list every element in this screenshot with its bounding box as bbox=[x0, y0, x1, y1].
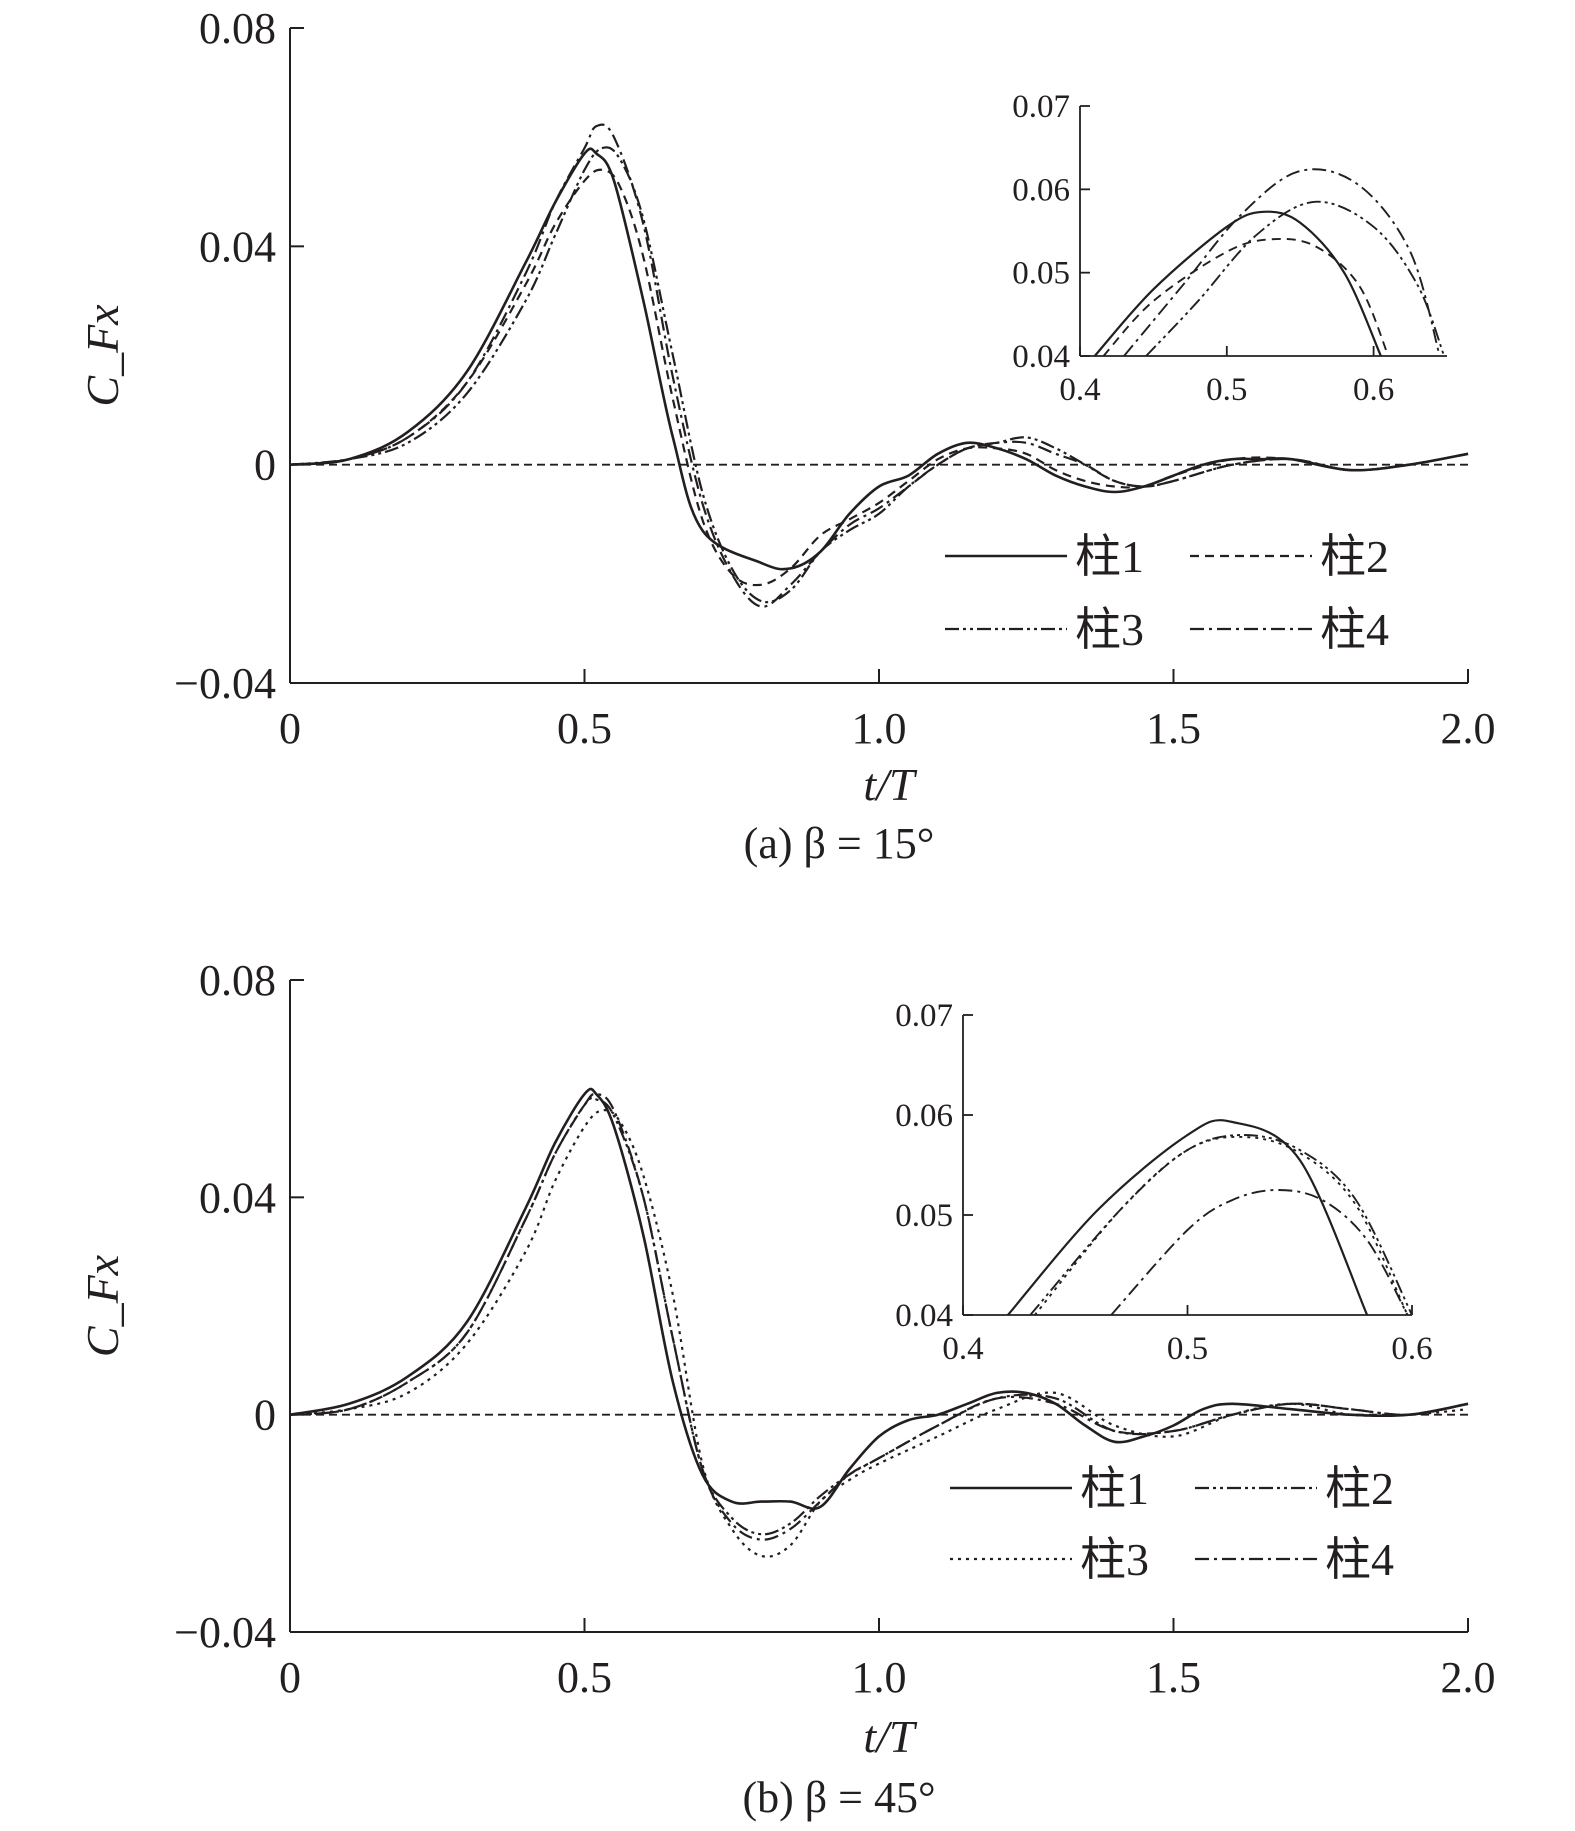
panel-caption: (b) β = 45° bbox=[742, 1773, 935, 1822]
x-tick-label: 1.0 bbox=[852, 1653, 907, 1702]
x-axis-label: t/T bbox=[863, 1711, 918, 1762]
legend-label: 柱3 bbox=[1080, 1534, 1149, 1585]
y-tick-label: 0 bbox=[254, 1391, 276, 1440]
y-tick-label: −0.04 bbox=[174, 659, 276, 708]
series-line-3 bbox=[289, 146, 1469, 604]
x-tick-label: 1.5 bbox=[1146, 704, 1201, 753]
series-group bbox=[289, 123, 1469, 608]
inset-x-tick-label: 0.5 bbox=[1167, 1331, 1208, 1367]
inset-x-tick-label: 0.5 bbox=[1206, 372, 1247, 408]
series-group bbox=[289, 1087, 1469, 1558]
x-tick-label: 0.5 bbox=[557, 1653, 612, 1702]
series-line-4 bbox=[289, 123, 1469, 608]
legend-label: 柱2 bbox=[1320, 531, 1389, 582]
x-axis-label: t/T bbox=[863, 759, 918, 810]
series-line-3 bbox=[289, 1109, 1469, 1558]
inset-x-tick-label: 0.6 bbox=[1391, 1331, 1432, 1367]
inset-y-tick-label: 0.06 bbox=[895, 1098, 953, 1134]
legend-label: 柱3 bbox=[1075, 604, 1144, 655]
y-tick-label: 0 bbox=[254, 441, 276, 490]
y-axis-label: C_Fx bbox=[77, 304, 128, 407]
x-tick-label: 0 bbox=[279, 1653, 301, 1702]
inset-chart: 0.04 0.05 0.06 0.07 0.4 0.5 0.6 bbox=[895, 998, 1432, 1367]
inset-y-tick-label: 0.06 bbox=[1012, 172, 1070, 208]
legend-label: 柱1 bbox=[1075, 531, 1144, 582]
inset-y-tick-label: 0.07 bbox=[1012, 89, 1070, 125]
inset-chart: 0.04 0.05 0.06 0.07 0.4 0.5 0.6 bbox=[1012, 89, 1447, 408]
series-line-4 bbox=[289, 1092, 1469, 1541]
legend: 柱1 柱2 柱3 柱4 bbox=[950, 1463, 1394, 1585]
x-tick-label: 0.5 bbox=[557, 704, 612, 753]
legend-label: 柱4 bbox=[1325, 1534, 1394, 1585]
x-tick-label: 2.0 bbox=[1441, 704, 1496, 753]
legend-label: 柱2 bbox=[1325, 1463, 1394, 1514]
inset-series-line-3 bbox=[1034, 1135, 1409, 1316]
x-tick-label: 1.5 bbox=[1146, 1653, 1201, 1702]
y-tick-label: 0.08 bbox=[199, 956, 276, 1005]
inset-y-tick-label: 0.05 bbox=[1012, 256, 1070, 292]
inset-series-line-1 bbox=[1007, 1119, 1369, 1316]
y-tick-label: 0.08 bbox=[199, 4, 276, 53]
series-line-2 bbox=[289, 1096, 1469, 1536]
series-line-1 bbox=[289, 147, 1469, 571]
y-tick-label: −0.04 bbox=[174, 1608, 276, 1657]
inset-series-line-4 bbox=[1110, 1189, 1409, 1316]
inset-y-tick-label: 0.04 bbox=[1012, 339, 1070, 375]
inset-y-tick-label: 0.07 bbox=[895, 998, 953, 1034]
inset-series-line-3 bbox=[1145, 200, 1445, 357]
panel-caption: (a) β = 15° bbox=[744, 819, 935, 868]
inset-x-tick-label: 0.4 bbox=[1059, 372, 1100, 408]
x-tick-label: 1.0 bbox=[852, 704, 907, 753]
legend-label: 柱4 bbox=[1320, 604, 1389, 655]
legend: 柱1 柱2 柱3 柱4 bbox=[945, 531, 1389, 655]
inset-y-tick-label: 0.04 bbox=[895, 1298, 953, 1334]
legend-label: 柱1 bbox=[1080, 1463, 1149, 1514]
x-tick-label: 0 bbox=[279, 704, 301, 753]
y-tick-label: 0.04 bbox=[199, 1173, 276, 1222]
x-tick-label: 2.0 bbox=[1441, 1653, 1496, 1702]
y-tick-label: 0.04 bbox=[199, 222, 276, 271]
series-line-1 bbox=[289, 1087, 1469, 1510]
inset-x-tick-label: 0.4 bbox=[942, 1331, 983, 1367]
inset-y-tick-label: 0.05 bbox=[895, 1198, 953, 1234]
inset-x-tick-label: 0.6 bbox=[1353, 372, 1394, 408]
inset-series-line-4 bbox=[1123, 168, 1441, 357]
inset-series-line-1 bbox=[1093, 210, 1382, 357]
y-axis-label: C_Fx bbox=[77, 1254, 128, 1357]
series-line-2 bbox=[289, 168, 1469, 587]
